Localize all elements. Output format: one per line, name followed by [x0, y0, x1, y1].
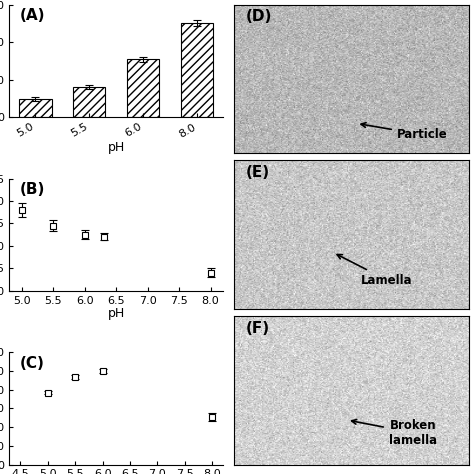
- Bar: [181, 23, 213, 117]
- Text: (B): (B): [20, 182, 46, 197]
- X-axis label: pH: pH: [108, 141, 125, 154]
- Text: Particle: Particle: [361, 123, 447, 141]
- Text: (D): (D): [246, 9, 273, 24]
- Text: Broken
lamella: Broken lamella: [352, 419, 437, 447]
- Text: (F): (F): [246, 320, 270, 336]
- Text: (A): (A): [20, 8, 46, 23]
- Text: Lamella: Lamella: [337, 255, 413, 287]
- Bar: [19, 99, 52, 117]
- Text: (C): (C): [20, 356, 45, 371]
- X-axis label: pH: pH: [108, 307, 125, 320]
- Bar: [73, 87, 106, 117]
- Text: (E): (E): [246, 165, 270, 180]
- Bar: [127, 59, 159, 117]
